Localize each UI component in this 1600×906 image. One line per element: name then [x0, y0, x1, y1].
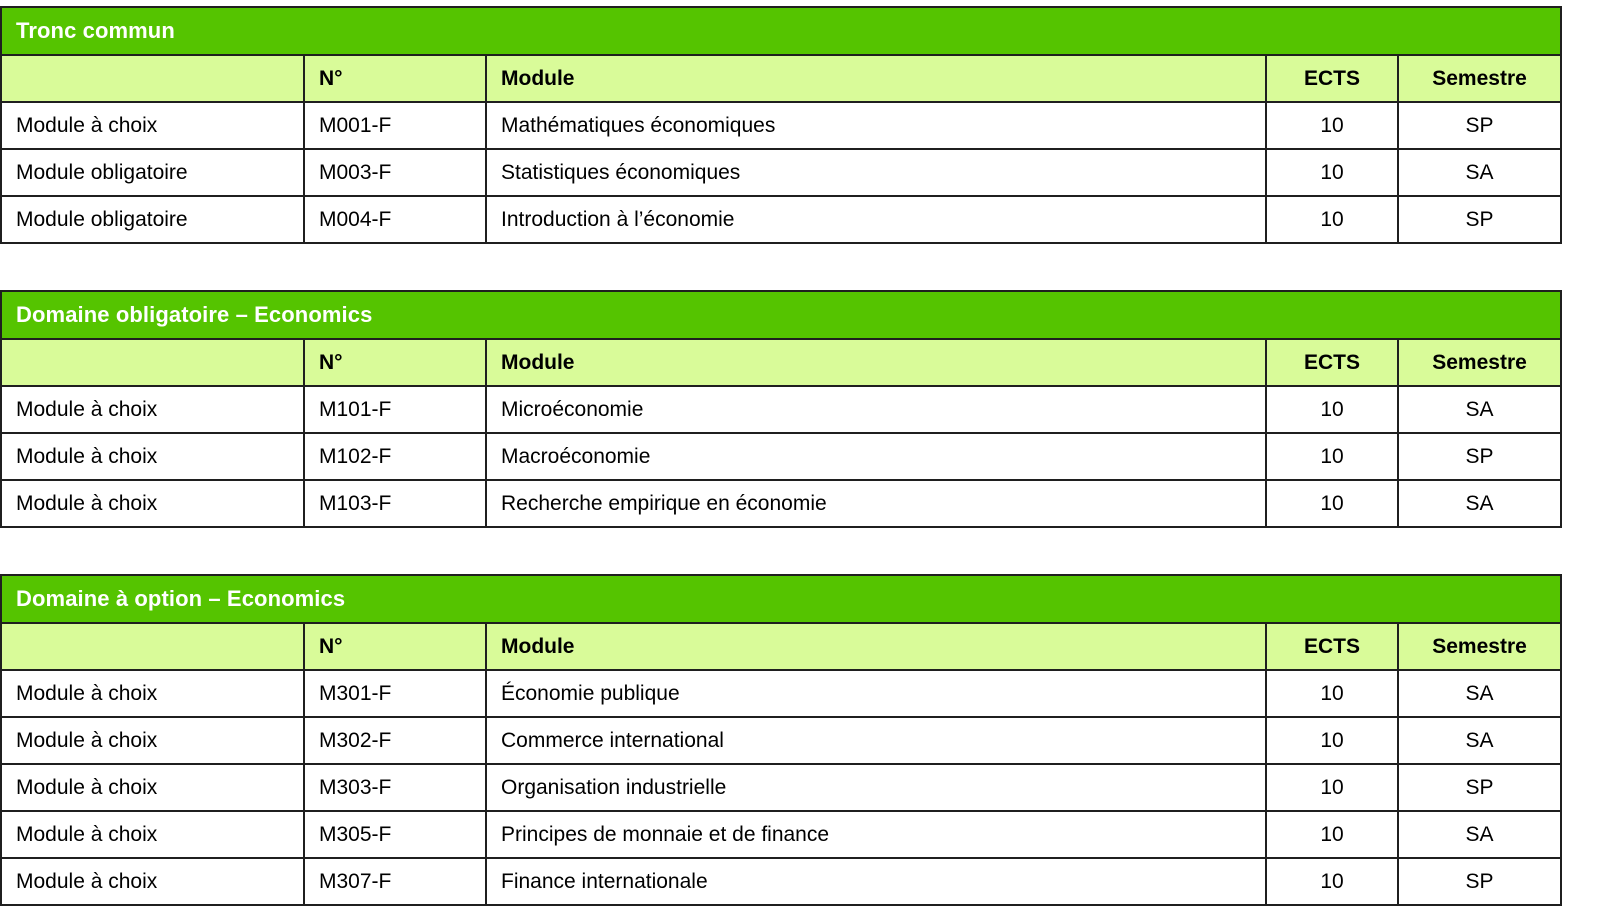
column-header-semester: Semestre [1396, 54, 1563, 103]
column-header-row: N° Module ECTS Semestre [0, 338, 1563, 387]
table-row: Module à choix M103-F Recherche empirique … [0, 479, 1563, 528]
table-row: Module à choix M307-F Finance internationa… [0, 857, 1563, 906]
cell-module-number: M301-F [303, 669, 487, 718]
column-header-module: Module [485, 622, 1267, 671]
cell-module-name: Commerce international [485, 716, 1267, 765]
cell-module-number: M302-F [303, 716, 487, 765]
cell-semester: SP [1396, 432, 1563, 481]
cell-ects: 10 [1265, 101, 1399, 150]
column-header-number: N° [303, 622, 487, 671]
section-header-row: Domaine à option – Economics [0, 574, 1563, 624]
column-header-semester: Semestre [1396, 338, 1563, 387]
cell-module-number: M102-F [303, 432, 487, 481]
cell-module-type: Module à choix [0, 479, 305, 528]
cell-semester: SP [1396, 101, 1563, 150]
cell-semester: SP [1396, 763, 1563, 812]
column-header-type [0, 54, 305, 103]
column-header-ects: ECTS [1265, 622, 1399, 671]
cell-ects: 10 [1265, 195, 1399, 244]
section-header-row: Domaine obligatoire – Economics [0, 290, 1563, 340]
cell-module-name: Finance internationale [485, 857, 1267, 906]
cell-ects: 10 [1265, 763, 1399, 812]
cell-module-type: Module obligatoire [0, 195, 305, 244]
module-table: Domaine à option – Economics N° Module ECTS… [0, 574, 1563, 906]
cell-module-type: Module obligatoire [0, 148, 305, 197]
cell-module-type: Module à choix [0, 432, 305, 481]
cell-ects: 10 [1265, 385, 1399, 434]
cell-semester: SA [1396, 716, 1563, 765]
table-row: Module à choix M301-F Économie publique 10 S… [0, 669, 1563, 718]
cell-semester: SA [1396, 148, 1563, 197]
cell-module-name: Recherche empirique en économie [485, 479, 1267, 528]
cell-semester: SP [1396, 857, 1563, 906]
cell-module-number: M303-F [303, 763, 487, 812]
cell-module-number: M003-F [303, 148, 487, 197]
table-row: Module obligatoire M004-F Introduction à l… [0, 195, 1563, 244]
cell-ects: 10 [1265, 810, 1399, 859]
column-header-module: Module [485, 338, 1267, 387]
column-header-ects: ECTS [1265, 338, 1399, 387]
column-header-semester: Semestre [1396, 622, 1563, 671]
column-header-type [0, 622, 305, 671]
table-row: Module à choix M001-F Mathématiques économ… [0, 101, 1563, 150]
table-row: Module à choix M102-F Macroéconomie 10 SP [0, 432, 1563, 481]
cell-ects: 10 [1265, 479, 1399, 528]
column-header-ects: ECTS [1265, 54, 1399, 103]
cell-semester: SA [1396, 669, 1563, 718]
cell-module-type: Module à choix [0, 716, 305, 765]
cell-module-name: Économie publique [485, 669, 1267, 718]
section-header-row: Tronc commun [0, 6, 1563, 56]
cell-module-name: Statistiques économiques [485, 148, 1267, 197]
column-header-number: N° [303, 54, 487, 103]
cell-module-name: Macroéconomie [485, 432, 1267, 481]
cell-module-number: M001-F [303, 101, 487, 150]
cell-module-type: Module à choix [0, 385, 305, 434]
cell-semester: SA [1396, 810, 1563, 859]
cell-module-number: M307-F [303, 857, 487, 906]
cell-ects: 10 [1265, 148, 1399, 197]
table-row: Module à choix M305-F Principes de monnaie… [0, 810, 1563, 859]
cell-ects: 10 [1265, 432, 1399, 481]
column-header-number: N° [303, 338, 487, 387]
cell-module-name: Organisation industrielle [485, 763, 1267, 812]
cell-module-type: Module à choix [0, 101, 305, 150]
cell-module-name: Introduction à l’économie [485, 195, 1267, 244]
section-title: Tronc commun [0, 6, 1563, 56]
table-row: Module à choix M303-F Organisation industr… [0, 763, 1563, 812]
column-header-module: Module [485, 54, 1267, 103]
cell-ects: 10 [1265, 857, 1399, 906]
cell-ects: 10 [1265, 669, 1399, 718]
cell-module-number: M305-F [303, 810, 487, 859]
cell-module-name: Mathématiques économiques [485, 101, 1267, 150]
cell-module-name: Microéconomie [485, 385, 1267, 434]
cell-semester: SA [1396, 385, 1563, 434]
cell-module-type: Module à choix [0, 669, 305, 718]
cell-ects: 10 [1265, 716, 1399, 765]
cell-module-number: M103-F [303, 479, 487, 528]
column-header-type [0, 338, 305, 387]
cell-module-type: Module à choix [0, 763, 305, 812]
section-title: Domaine à option – Economics [0, 574, 1563, 624]
cell-semester: SA [1396, 479, 1563, 528]
cell-semester: SP [1396, 195, 1563, 244]
table-row: Module à choix M302-F Commerce internation… [0, 716, 1563, 765]
table-row: Module à choix M101-F Microéconomie 10 SA [0, 385, 1563, 434]
cell-module-type: Module à choix [0, 857, 305, 906]
cell-module-number: M004-F [303, 195, 487, 244]
cell-module-type: Module à choix [0, 810, 305, 859]
column-header-row: N° Module ECTS Semestre [0, 54, 1563, 103]
module-table: Domaine obligatoire – Economics N° Module E… [0, 290, 1563, 528]
section-title: Domaine obligatoire – Economics [0, 290, 1563, 340]
column-header-row: N° Module ECTS Semestre [0, 622, 1563, 671]
table-row: Module obligatoire M003-F Statistiques éco… [0, 148, 1563, 197]
cell-module-name: Principes de monnaie et de finance [485, 810, 1267, 859]
cell-module-number: M101-F [303, 385, 487, 434]
module-table: Tronc commun N° Module ECTS Semestre Module à… [0, 6, 1563, 244]
